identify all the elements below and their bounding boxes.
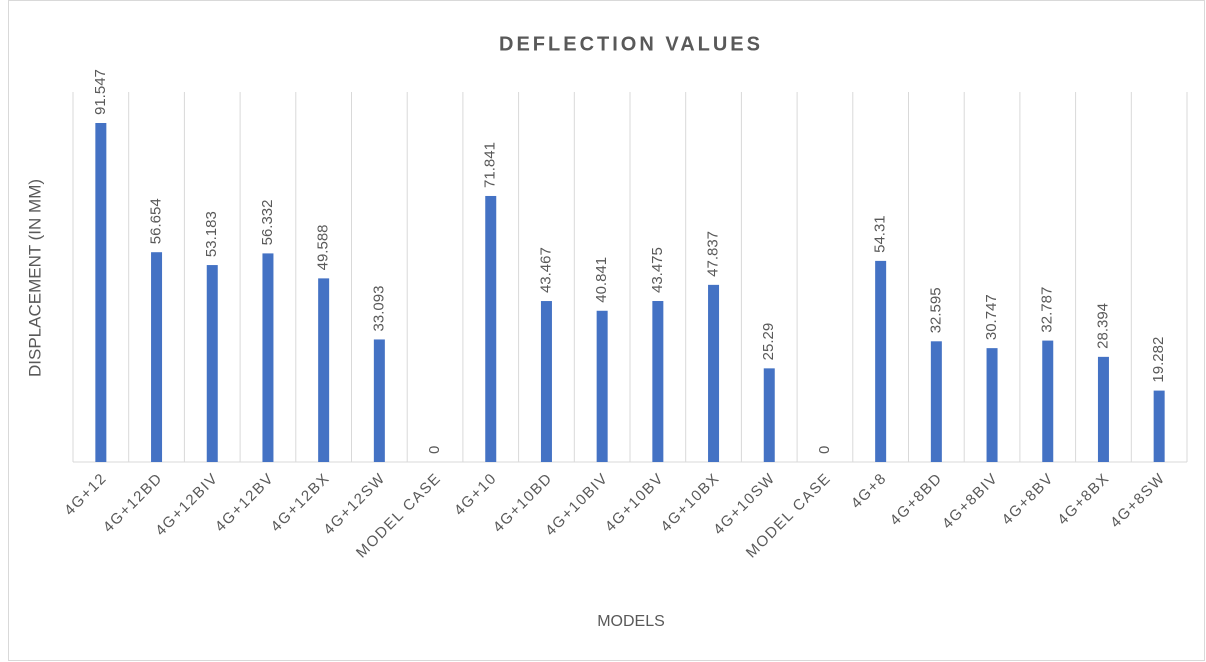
data-label: 56.654	[148, 198, 165, 244]
bar	[95, 123, 107, 462]
bar	[596, 310, 608, 462]
x-axis-title: MODELS	[597, 613, 665, 630]
data-label: 71.841	[482, 142, 499, 188]
data-label: 25.29	[760, 323, 777, 361]
bar	[652, 301, 664, 462]
bar	[151, 252, 163, 462]
data-label: 53.183	[203, 211, 220, 257]
bar	[763, 368, 775, 462]
data-label: 19.282	[1150, 337, 1167, 383]
data-label: 30.747	[983, 294, 1000, 340]
bar	[930, 341, 942, 462]
bar	[373, 339, 385, 462]
bar	[708, 284, 720, 462]
bar	[1153, 390, 1165, 462]
data-label: 32.787	[1039, 287, 1056, 333]
y-axis-title: DISPLACEMENT (IN MM)	[25, 179, 44, 377]
data-label: 0	[426, 446, 443, 454]
data-label: 43.475	[649, 247, 666, 293]
bar	[485, 195, 497, 463]
data-label: 28.394	[1094, 303, 1111, 349]
chart-title: DEFLECTION VALUES	[499, 33, 763, 55]
bar	[540, 301, 552, 462]
data-label: 0	[816, 446, 833, 454]
bar	[986, 348, 998, 462]
data-label: 32.595	[927, 287, 944, 333]
data-label: 47.837	[705, 231, 722, 277]
bar	[1097, 356, 1109, 462]
data-label: 54.31	[872, 215, 889, 253]
bar	[318, 278, 330, 462]
bar	[875, 260, 887, 462]
bar	[262, 253, 274, 462]
data-label: 43.467	[537, 247, 554, 293]
data-label: 33.093	[370, 286, 387, 332]
bar	[206, 265, 218, 462]
data-label: 56.332	[259, 200, 276, 246]
data-label: 91.547	[92, 69, 109, 115]
data-label: 40.841	[593, 257, 610, 303]
bar	[1042, 340, 1054, 462]
data-label: 49.588	[315, 224, 332, 270]
